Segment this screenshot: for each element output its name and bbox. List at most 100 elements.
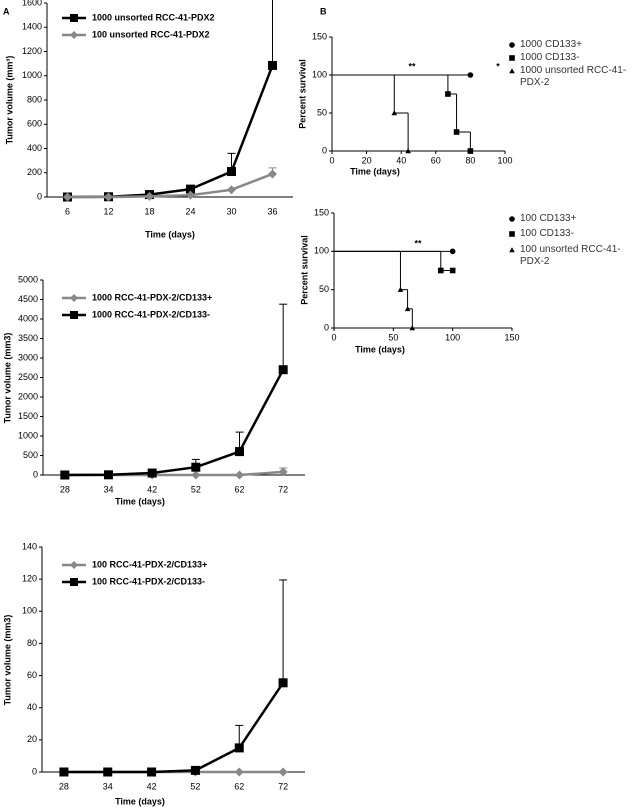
data-point bbox=[227, 185, 236, 195]
x-tick-label: 60 bbox=[431, 155, 441, 165]
y-tick-label: 100 bbox=[312, 69, 327, 79]
data-point bbox=[191, 470, 201, 480]
data-point bbox=[449, 267, 456, 274]
y-axis-label: Tumor volume (mm3) bbox=[2, 333, 12, 424]
y-axis-label: Tumor volume (mm³) bbox=[4, 56, 14, 145]
y-axis-label: Percent survival bbox=[297, 59, 307, 129]
data-point bbox=[59, 767, 69, 777]
data-point bbox=[404, 306, 411, 312]
x-tick-label: 62 bbox=[234, 484, 244, 494]
legend-label: 1000 RCC-41-PDX-2/CD133- bbox=[92, 309, 210, 319]
data-point bbox=[268, 60, 277, 70]
x-tick-label: 34 bbox=[103, 781, 113, 791]
legend-label: 100 unsorted RCC-41-PDX2 bbox=[92, 29, 210, 39]
legend-label: 1000 CD133+ bbox=[520, 39, 582, 50]
y-tick-label: 0 bbox=[322, 145, 327, 155]
data-point bbox=[467, 148, 474, 154]
y-tick-label: 4000 bbox=[18, 313, 38, 323]
legend-marker bbox=[509, 42, 515, 48]
y-axis-label: Percent survival bbox=[299, 235, 309, 305]
x-tick-label: 28 bbox=[59, 781, 69, 791]
x-tick-label: 62 bbox=[234, 781, 244, 791]
legend-marker bbox=[70, 311, 78, 319]
series-line bbox=[63, 682, 285, 774]
legend-label: 100 RCC-41-PDX-2/CD133+ bbox=[92, 559, 207, 569]
legend-marker bbox=[70, 31, 78, 39]
legend-marker bbox=[509, 231, 515, 237]
legend-label: 100 unsorted RCC-41-PDX-2 bbox=[520, 244, 621, 267]
x-axis-label: Time (days) bbox=[145, 229, 195, 239]
y-tick-label: 1500 bbox=[18, 411, 38, 421]
x-axis-label: Time (days) bbox=[115, 496, 165, 506]
data-point bbox=[234, 767, 244, 777]
x-tick-label: 0 bbox=[329, 155, 334, 165]
data-point bbox=[60, 470, 70, 480]
y-tick-label: 50 bbox=[317, 107, 327, 117]
y-tick-label: 5000 bbox=[18, 274, 38, 284]
y-tick-label: 150 bbox=[314, 207, 329, 217]
series-line bbox=[64, 369, 285, 477]
legend-label: 100 RCC-41-PDX-2/CD133- bbox=[92, 576, 205, 586]
x-tick-label: 30 bbox=[226, 206, 236, 216]
y-tick-label: 600 bbox=[27, 119, 42, 129]
data-point bbox=[147, 468, 157, 478]
annotation: ** bbox=[414, 238, 422, 248]
data-point bbox=[186, 184, 195, 194]
y-tick-label: 500 bbox=[23, 450, 38, 460]
data-point bbox=[438, 267, 444, 274]
data-point bbox=[278, 767, 288, 777]
x-tick-label: 42 bbox=[147, 781, 157, 791]
y-tick-label: 1000 bbox=[22, 70, 42, 80]
x-tick-label: 12 bbox=[103, 206, 113, 216]
x-tick-label: 52 bbox=[190, 781, 200, 791]
y-tick-label: 1200 bbox=[22, 46, 42, 56]
data-point bbox=[391, 110, 398, 116]
legend-marker bbox=[509, 247, 515, 253]
legend-marker bbox=[70, 578, 78, 586]
data-point bbox=[278, 365, 288, 375]
data-point bbox=[145, 191, 154, 201]
y-tick-label: 100 bbox=[22, 606, 37, 616]
legend-marker bbox=[509, 216, 515, 222]
y-tick-label: 140 bbox=[22, 541, 37, 551]
x-tick-label: 6 bbox=[65, 206, 70, 216]
legend-marker bbox=[70, 294, 78, 302]
legend-marker bbox=[70, 14, 78, 22]
x-tick-label: 28 bbox=[60, 484, 70, 494]
x-tick-label: 18 bbox=[144, 206, 154, 216]
data-point bbox=[405, 148, 411, 154]
x-tick-label: 0 bbox=[331, 332, 336, 342]
data-point bbox=[278, 467, 288, 477]
data-point bbox=[235, 447, 244, 457]
data-point bbox=[104, 470, 113, 480]
legend-marker bbox=[509, 68, 515, 74]
data-point bbox=[453, 129, 460, 135]
y-tick-label: 2000 bbox=[18, 391, 38, 401]
data-point bbox=[63, 192, 72, 202]
y-tick-label: 1400 bbox=[22, 22, 42, 32]
x-tick-label: 72 bbox=[278, 484, 288, 494]
y-tick-label: 4500 bbox=[18, 294, 38, 304]
data-point bbox=[449, 248, 456, 255]
y-tick-label: 40 bbox=[27, 702, 37, 712]
data-point bbox=[191, 462, 201, 472]
annotation: * bbox=[496, 61, 500, 71]
series-line bbox=[67, 64, 274, 199]
panel-label: B bbox=[320, 6, 327, 16]
data-point bbox=[186, 190, 195, 200]
legend-label: 1000 CD133- bbox=[520, 52, 580, 63]
y-tick-label: 0 bbox=[33, 469, 38, 479]
x-tick-label: 100 bbox=[497, 155, 512, 165]
x-tick-label: 40 bbox=[396, 155, 406, 165]
annotation: ** bbox=[408, 61, 416, 71]
x-tick-label: 150 bbox=[504, 332, 519, 342]
legend-label: 1000 RCC-41-PDX-2/CD133+ bbox=[92, 292, 212, 302]
panel-label: A bbox=[3, 6, 10, 16]
y-tick-label: 2500 bbox=[18, 372, 38, 382]
legend-label: 100 CD133- bbox=[520, 228, 574, 239]
x-tick-label: 80 bbox=[465, 155, 475, 165]
data-point bbox=[234, 743, 244, 753]
y-tick-label: 60 bbox=[27, 670, 37, 680]
x-tick-label: 36 bbox=[267, 206, 277, 216]
